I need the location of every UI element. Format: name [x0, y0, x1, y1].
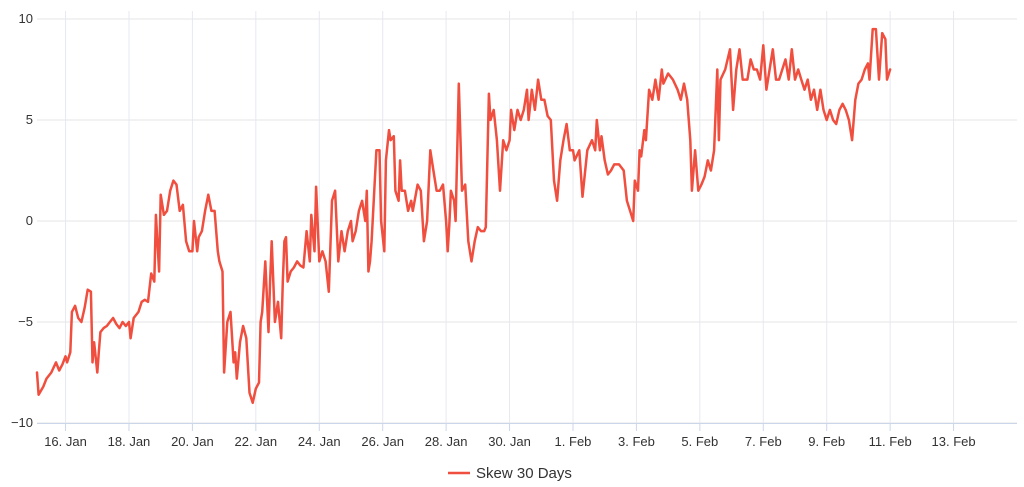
grid-lines: [37, 11, 1017, 424]
x-tick-label: 24. Jan: [298, 434, 341, 449]
x-tick-label: 11. Feb: [869, 434, 912, 449]
x-tick-label: 18. Jan: [108, 434, 151, 449]
y-tick-label: 5: [26, 112, 33, 127]
y-tick-label: 0: [26, 213, 33, 228]
x-tick-label: 7. Feb: [745, 434, 782, 449]
x-tick-label: 9. Feb: [808, 434, 845, 449]
x-tick-label: 16. Jan: [44, 434, 87, 449]
x-tick-label: 28. Jan: [425, 434, 468, 449]
x-axis: 16. Jan 18. Jan 20. Jan 22. Jan 24. Jan 26. J…: [37, 423, 1017, 449]
y-axis-labels: −10 −5 0 5 10: [11, 11, 33, 430]
x-tick-label: 3. Feb: [618, 434, 655, 449]
legend[interactable]: Skew 30 Days: [448, 465, 572, 482]
x-tick-label: 22. Jan: [235, 434, 278, 449]
x-tick-label: 26. Jan: [361, 434, 404, 449]
x-tick-label: 1. Feb: [555, 434, 592, 449]
legend-item-skew-30-days[interactable]: Skew 30 Days: [448, 465, 572, 482]
x-tick-label: 30. Jan: [488, 434, 531, 449]
series-line-skew-30-days: [35, 27, 892, 405]
x-tick-label: 5. Feb: [681, 434, 718, 449]
legend-label: Skew 30 Days: [476, 465, 572, 482]
y-tick-label: 10: [19, 11, 33, 26]
y-tick-label: −5: [18, 314, 33, 329]
series-layer: [35, 27, 892, 405]
x-tick-label: 20. Jan: [171, 434, 214, 449]
x-tick-label: 13. Feb: [932, 434, 976, 449]
y-tick-label: −10: [11, 415, 33, 430]
